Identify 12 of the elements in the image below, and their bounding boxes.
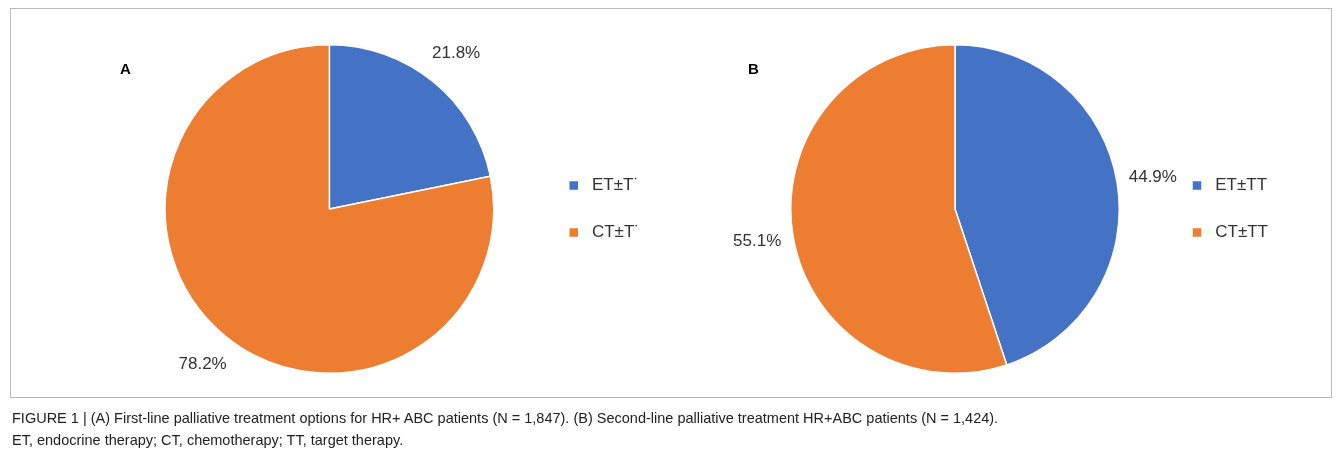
caption: FIGURE 1 | (A) First-line palliative treatment options for HR+ ABC patients (N = 1,847). (B) Second-line palliative treatment HR+ABC patients (N = 1,424). — [12, 409, 1000, 428]
text: A — [120, 60, 131, 77]
legend-label: CT±T˙ — [587, 222, 641, 242]
legend-label: ET±T˙ — [587, 175, 640, 195]
legend-label: CT±TT — [1210, 222, 1268, 242]
data-label: 21.8% — [432, 43, 481, 63]
data-label: 44.9% — [1128, 166, 1177, 186]
text: B — [748, 60, 759, 77]
data-label: 78.2% — [178, 353, 227, 373]
text: ET, endocrine therapy; CT, chemotherapy; TT, target therapy. — [12, 431, 405, 450]
data-label: 55.1% — [733, 230, 782, 250]
legend-label: ET±TT — [1210, 175, 1268, 195]
